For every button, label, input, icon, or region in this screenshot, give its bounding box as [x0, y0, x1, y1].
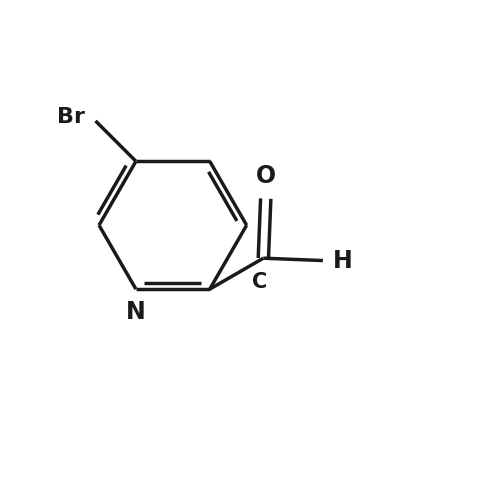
Text: H: H [333, 249, 353, 273]
Text: C: C [252, 272, 267, 292]
Text: N: N [126, 300, 146, 324]
Text: O: O [256, 164, 276, 188]
Text: Br: Br [57, 107, 85, 127]
